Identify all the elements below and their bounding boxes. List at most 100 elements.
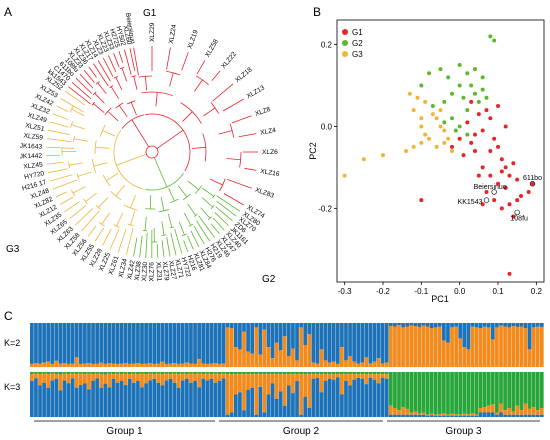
- structure-bar-segment: [291, 393, 295, 417]
- structure-bar-segment: [527, 372, 532, 409]
- structure-bar-segment: [442, 323, 446, 341]
- structure-bar-segment: [384, 378, 389, 417]
- legend-label: G3: [352, 50, 363, 59]
- scatter-point-g2: [450, 91, 454, 96]
- scatter-legend: G1 G2 G3: [342, 28, 363, 59]
- tree-branch: [68, 86, 91, 105]
- scatter-point-g3: [419, 124, 424, 129]
- tree-clade-arc: [95, 81, 100, 85]
- panel-c: C K=2 K=3 Group 1 Group 2 Group 3: [4, 309, 544, 437]
- structure-bar-segment: [83, 372, 87, 375]
- tree-branch: [88, 66, 97, 78]
- structure-bar-segment: [250, 374, 255, 388]
- annotated-point: [491, 189, 497, 195]
- structure-bar-segment: [511, 323, 516, 327]
- structure-bar-segment: [131, 363, 136, 367]
- tree-clade-arc: [126, 100, 136, 105]
- structure-bar-segment: [503, 323, 507, 327]
- tree-branch: [155, 92, 158, 107]
- structure-bar-segment: [107, 373, 112, 388]
- scatter-point-g2: [465, 108, 470, 113]
- structure-bar-segment: [38, 385, 42, 417]
- scatter-point-g1: [511, 214, 516, 219]
- structure-bar-segment: [307, 374, 312, 408]
- structure-bar-segment: [515, 405, 520, 415]
- structure-bar-segment: [507, 408, 512, 415]
- structure-bar-segment: [62, 373, 67, 381]
- structure-bar-segment: [180, 372, 185, 374]
- structure-bar-segment: [274, 374, 279, 399]
- structure-bar-segment: [119, 323, 124, 364]
- structure-bar-segment: [42, 362, 46, 367]
- structure-bar-segment: [266, 372, 271, 375]
- structure-bar-segment: [115, 372, 120, 374]
- structure-bar-segment: [144, 372, 148, 375]
- structure-bar-segment: [344, 381, 348, 417]
- structure-bar-segment: [119, 372, 124, 375]
- structure-bar-segment: [331, 361, 336, 367]
- structure-bar-segment: [164, 380, 169, 417]
- scatter-point-g2: [465, 132, 470, 137]
- structure-bar-segment: [246, 390, 250, 417]
- tree-branch: [118, 51, 124, 63]
- structure-bar-segment: [425, 326, 430, 367]
- structure-bar-segment: [417, 372, 422, 414]
- tree-branch: [166, 236, 171, 257]
- structure-bar-segment: [87, 373, 91, 390]
- structure-bar-segment: [458, 372, 463, 415]
- structure-bar-segment: [384, 372, 389, 375]
- structure-bar-segment: [115, 363, 120, 367]
- structure-bar-segment: [393, 414, 397, 417]
- tree-branch: [187, 235, 194, 250]
- scatter-point-g1: [457, 136, 462, 141]
- scatter-point-g1: [484, 189, 489, 194]
- structure-bar-segment: [311, 323, 316, 363]
- structure-bar-segment: [515, 323, 520, 327]
- structure-bar-segment: [482, 372, 487, 408]
- tree-branch: [231, 115, 252, 124]
- tree-branch: [181, 52, 189, 71]
- structure-bar-segment: [107, 323, 112, 364]
- legend-swatch: [342, 29, 348, 35]
- tree-branch: [183, 240, 189, 252]
- scatter-point-g2: [450, 116, 454, 121]
- scatter-point-g1: [469, 99, 474, 104]
- structure-bar-segment: [270, 372, 275, 375]
- scatter-point-g1: [530, 181, 535, 186]
- structure-bar-segment: [495, 323, 499, 328]
- scatter-point-g1: [480, 202, 485, 207]
- structure-bar-segment: [213, 382, 218, 417]
- structure-bar-segment: [429, 323, 434, 329]
- scatter-point-g3: [419, 140, 424, 145]
- structure-bar-segment: [180, 363, 185, 367]
- scatter-point-g2: [465, 71, 470, 76]
- structure-bar-segment: [482, 323, 487, 327]
- structure-bar-segment: [38, 323, 42, 364]
- structure-bar-segment: [327, 323, 332, 363]
- scatter-point-g2: [461, 95, 466, 100]
- tree-branch: [156, 129, 184, 149]
- structure-bar-segment: [319, 392, 324, 417]
- structure-bar-segment: [287, 356, 291, 367]
- structure-bar-segment: [70, 373, 75, 379]
- tree-label-g3: G3: [6, 244, 20, 255]
- tree-branch: [71, 108, 85, 117]
- tree-branch: [69, 205, 87, 220]
- structure-bar-segment: [405, 323, 410, 327]
- structure-bar-segment: [152, 323, 157, 364]
- structure-bar-segment: [74, 374, 79, 388]
- structure-bar-segment: [466, 323, 471, 350]
- structure-bar-segment: [185, 372, 189, 375]
- structure-bar-segment: [254, 327, 259, 367]
- structure-bar-segment: [303, 372, 308, 375]
- scatter-point-g1: [476, 173, 481, 178]
- structure-bar-segment: [185, 374, 189, 379]
- tree-branch: [182, 111, 193, 122]
- structure-bar-segment: [189, 373, 193, 383]
- structure-bar-segment: [213, 323, 218, 364]
- structure-bar-segment: [486, 372, 491, 406]
- structure-bar-segment: [160, 372, 165, 375]
- legend-swatch: [342, 51, 348, 57]
- structure-bar-segment: [315, 372, 320, 375]
- structure-bar-segment: [523, 323, 528, 329]
